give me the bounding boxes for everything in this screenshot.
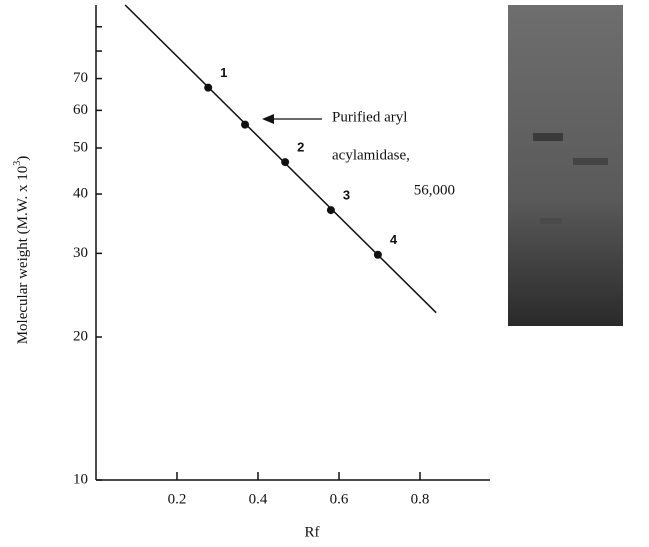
annotation: 56,000 <box>414 182 455 198</box>
gel-band <box>573 158 608 165</box>
y-label-sup: 3 <box>12 161 23 166</box>
y-tick-label: 50 <box>73 139 88 155</box>
y-label-end: ) <box>15 156 31 161</box>
y-tick-label: 20 <box>73 328 88 344</box>
gel-band <box>540 218 562 224</box>
y-tick-label: 70 <box>73 70 88 86</box>
data-point <box>241 120 250 129</box>
annotation: acylamidase, <box>332 147 410 163</box>
x-axis-label: Rf <box>305 524 320 540</box>
x-tick-label: 0.8 <box>411 491 430 507</box>
y-tick-label: 10 <box>73 471 88 487</box>
x-tick-label: 0.2 <box>168 491 187 507</box>
y-label-main: Molecular weight (M.W. x 10 <box>15 166 31 345</box>
x-tick-label: 0.4 <box>249 491 268 507</box>
gel-lane <box>508 5 623 326</box>
data-point <box>204 83 213 92</box>
point-label: 3 <box>343 188 350 203</box>
data-point <box>373 250 382 259</box>
point-label: 4 <box>390 232 398 247</box>
point-label: 1 <box>220 65 227 80</box>
y-axis-label: Molecular weight (M.W. x 103) <box>12 156 31 345</box>
annotation: Purified aryl <box>332 109 407 125</box>
x-tick-label: 0.6 <box>330 491 349 507</box>
arrow-head <box>262 114 274 124</box>
y-tick-label: 60 <box>73 102 88 118</box>
gel-band <box>533 133 563 141</box>
data-point <box>326 206 335 215</box>
y-tick-label: 40 <box>73 185 88 201</box>
gel-image <box>508 5 623 326</box>
point-label: 2 <box>297 140 304 155</box>
data-point <box>281 158 290 167</box>
y-tick-label: 30 <box>73 245 88 261</box>
fit-line <box>124 4 437 314</box>
